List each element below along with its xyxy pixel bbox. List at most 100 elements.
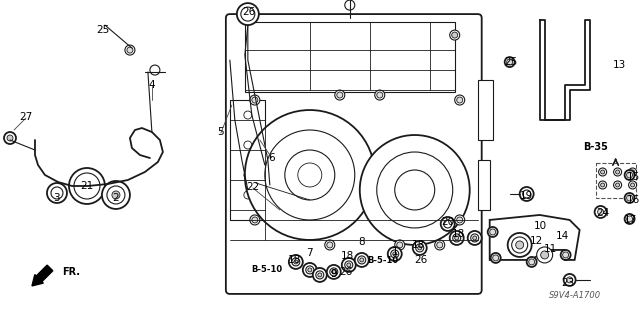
Text: 13: 13	[613, 60, 626, 70]
Circle shape	[413, 241, 427, 255]
Circle shape	[520, 187, 534, 201]
Text: 25: 25	[96, 25, 109, 35]
Text: 7: 7	[307, 248, 313, 258]
Circle shape	[616, 183, 620, 187]
Text: 20: 20	[441, 217, 454, 227]
Circle shape	[330, 268, 338, 276]
Circle shape	[47, 183, 67, 203]
Circle shape	[393, 252, 397, 256]
Circle shape	[450, 30, 460, 40]
Circle shape	[436, 242, 443, 248]
Text: 16: 16	[627, 195, 640, 205]
Circle shape	[454, 215, 465, 225]
Circle shape	[457, 97, 463, 103]
Circle shape	[627, 172, 632, 178]
Circle shape	[318, 273, 322, 277]
Circle shape	[308, 268, 312, 272]
Circle shape	[444, 220, 452, 228]
Text: 9: 9	[330, 269, 337, 279]
Circle shape	[127, 47, 133, 53]
Circle shape	[490, 229, 496, 235]
Text: 5: 5	[218, 127, 224, 137]
Circle shape	[245, 110, 375, 240]
Circle shape	[244, 141, 252, 149]
Circle shape	[316, 271, 324, 279]
Circle shape	[450, 231, 464, 245]
Circle shape	[237, 3, 259, 25]
Text: 22: 22	[246, 182, 259, 192]
Circle shape	[347, 263, 351, 267]
Circle shape	[397, 242, 403, 248]
Circle shape	[541, 251, 548, 259]
Circle shape	[505, 57, 515, 67]
Text: 18: 18	[412, 240, 426, 250]
Circle shape	[345, 261, 353, 269]
Circle shape	[457, 217, 463, 223]
Circle shape	[342, 258, 356, 272]
Bar	[230, 100, 265, 220]
FancyBboxPatch shape	[226, 14, 482, 294]
Circle shape	[529, 259, 534, 265]
Circle shape	[289, 255, 303, 269]
Bar	[245, 22, 454, 92]
Circle shape	[564, 274, 575, 286]
Circle shape	[250, 215, 260, 225]
Text: 2: 2	[113, 193, 119, 203]
Circle shape	[435, 240, 445, 250]
Circle shape	[566, 277, 573, 283]
Circle shape	[598, 168, 607, 176]
Text: 25: 25	[504, 57, 517, 67]
Circle shape	[244, 191, 252, 199]
Bar	[596, 163, 636, 198]
Circle shape	[335, 90, 345, 100]
Circle shape	[452, 32, 458, 38]
Circle shape	[324, 240, 335, 250]
Circle shape	[377, 152, 452, 228]
Circle shape	[265, 130, 355, 220]
Text: 26: 26	[414, 255, 428, 265]
Circle shape	[388, 247, 402, 261]
Bar	[477, 160, 490, 210]
Text: 3: 3	[54, 193, 60, 203]
Circle shape	[241, 7, 255, 21]
Circle shape	[627, 216, 632, 222]
Circle shape	[7, 135, 13, 141]
Text: B-5-10: B-5-10	[367, 256, 398, 265]
Text: 8: 8	[358, 237, 365, 247]
Circle shape	[527, 257, 537, 267]
Circle shape	[332, 270, 336, 274]
Text: 12: 12	[530, 236, 543, 246]
Circle shape	[488, 227, 498, 237]
Circle shape	[74, 173, 100, 199]
Circle shape	[561, 250, 571, 260]
Circle shape	[252, 217, 258, 223]
Circle shape	[454, 236, 459, 240]
Circle shape	[69, 168, 105, 204]
Text: 18: 18	[452, 229, 465, 239]
Text: 23: 23	[561, 278, 574, 288]
Circle shape	[595, 206, 607, 218]
Circle shape	[306, 266, 314, 274]
Circle shape	[616, 170, 620, 174]
Circle shape	[244, 111, 252, 119]
Circle shape	[4, 132, 16, 144]
Circle shape	[250, 95, 260, 105]
Text: 21: 21	[80, 181, 93, 191]
Circle shape	[337, 92, 343, 98]
Text: B-5-10: B-5-10	[252, 265, 282, 274]
Circle shape	[102, 181, 130, 209]
Circle shape	[614, 181, 621, 189]
Text: 26: 26	[242, 7, 255, 17]
Text: S9V4-A1700: S9V4-A1700	[548, 291, 601, 300]
Circle shape	[298, 163, 322, 187]
Circle shape	[507, 59, 513, 65]
Text: 1: 1	[392, 247, 398, 257]
Circle shape	[511, 237, 527, 253]
Text: 14: 14	[556, 231, 569, 241]
Circle shape	[628, 168, 637, 176]
Circle shape	[628, 181, 637, 189]
Circle shape	[303, 263, 317, 277]
Text: 26: 26	[339, 267, 353, 277]
Circle shape	[600, 183, 605, 187]
Text: 15: 15	[627, 172, 640, 182]
